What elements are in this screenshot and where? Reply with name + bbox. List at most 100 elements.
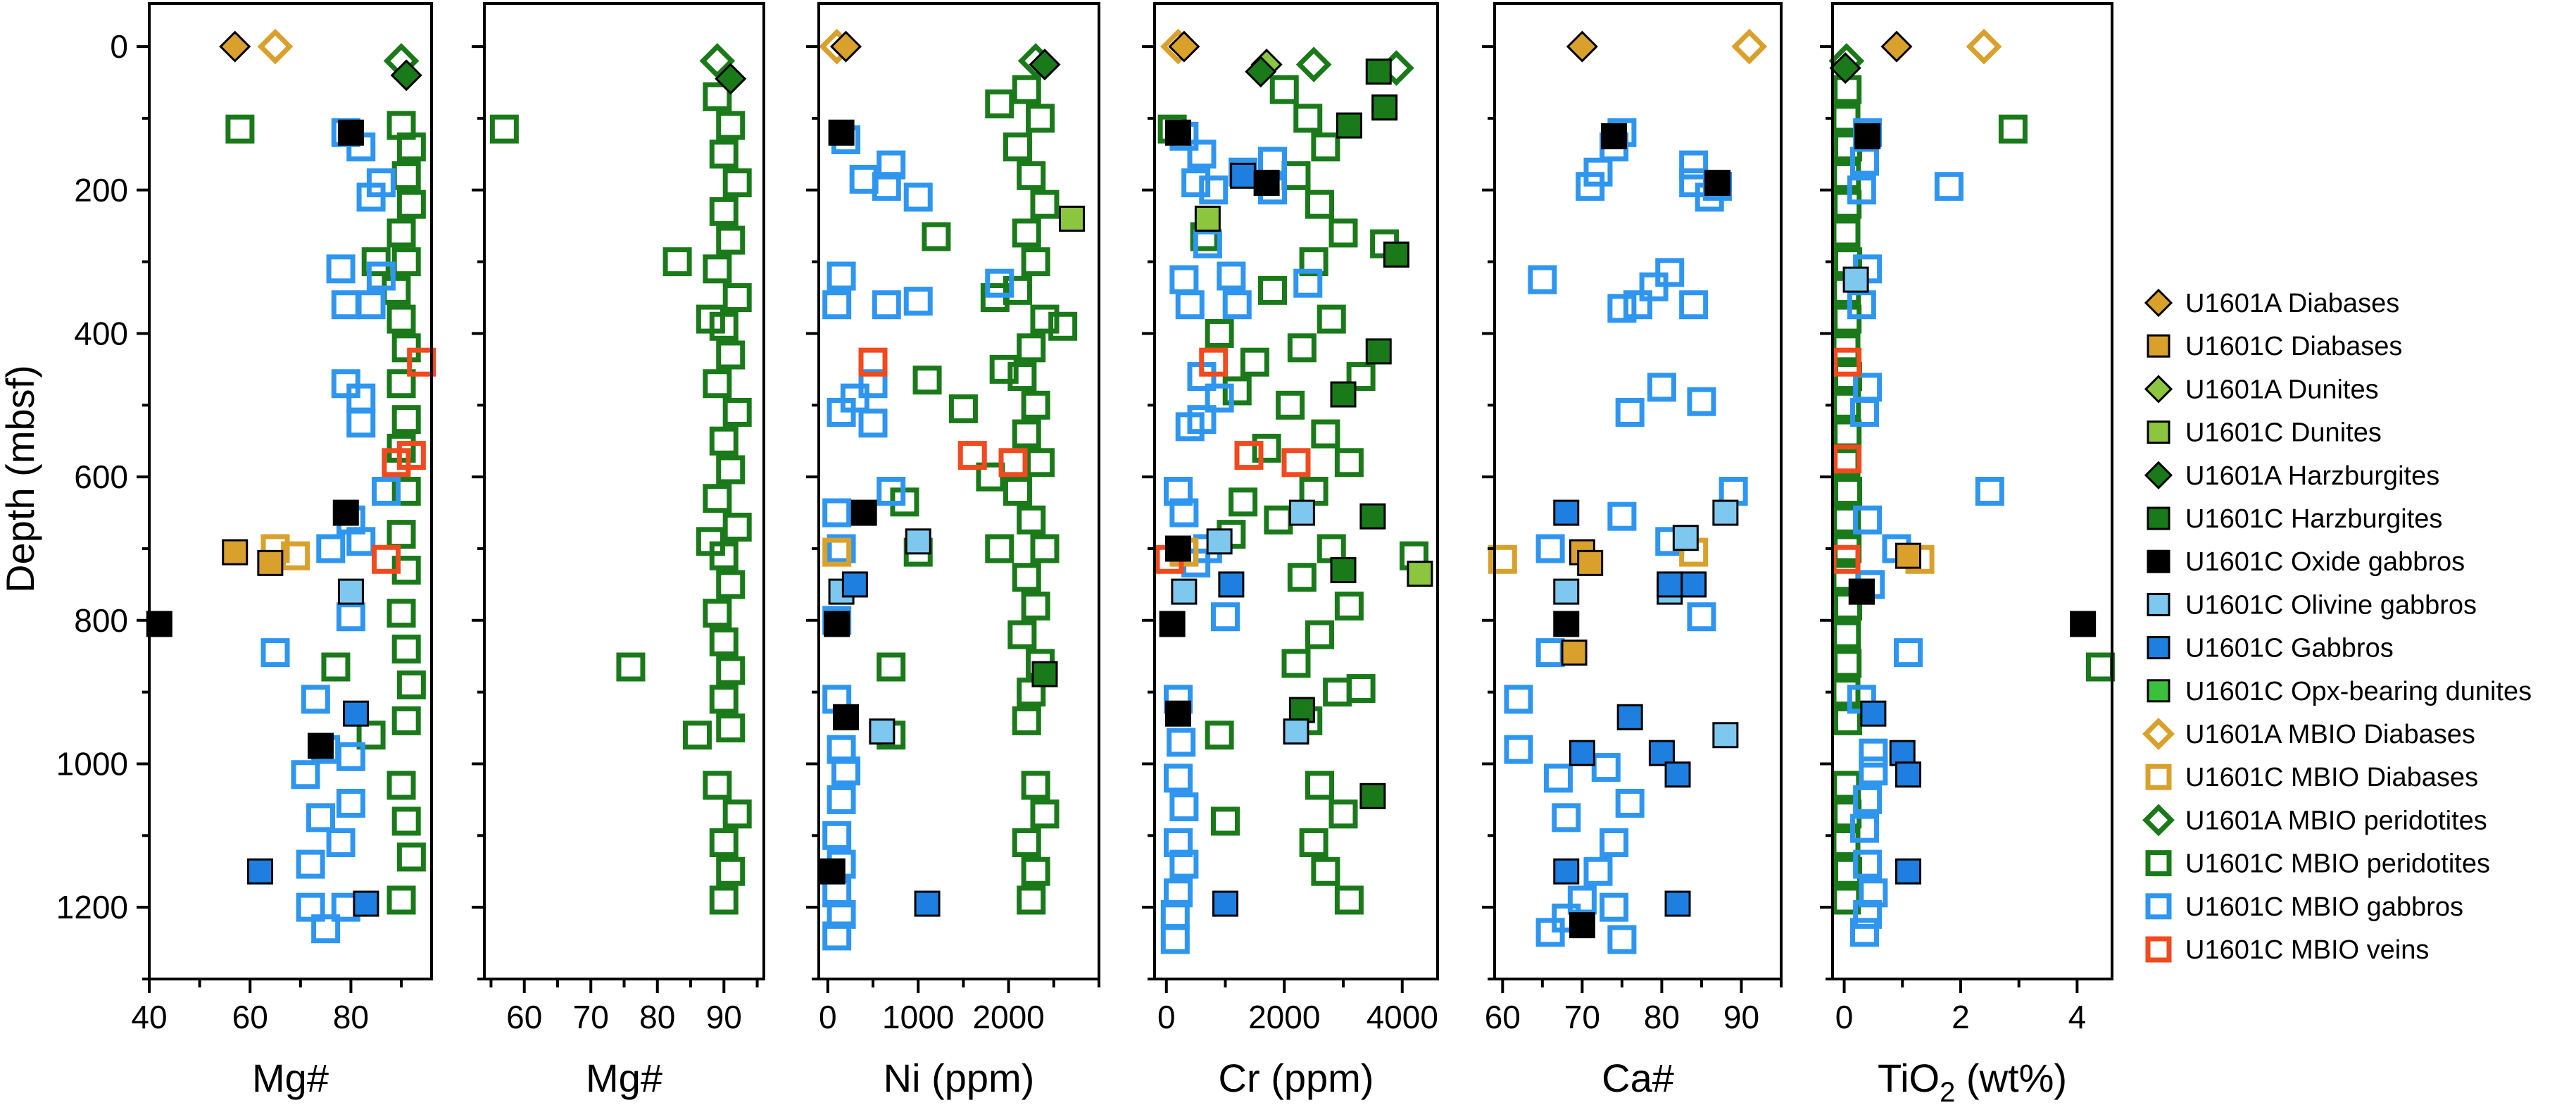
data-point <box>1012 563 1041 592</box>
data-point <box>831 756 861 786</box>
data-point <box>1012 75 1041 104</box>
data-point <box>1330 557 1357 584</box>
x-axis-label: Mg# <box>252 1056 329 1100</box>
legend: U1601A Diabases U1601C Diabases U1601A Dun… <box>2142 288 2532 965</box>
x-axis-label: Mg# <box>586 1056 662 1100</box>
data-point <box>1567 885 1597 915</box>
data-point <box>1535 534 1565 563</box>
data-point <box>703 254 732 284</box>
data-point <box>391 477 421 506</box>
data-point <box>1648 740 1675 766</box>
data-point <box>709 139 739 169</box>
data-point <box>985 89 1014 119</box>
legend-marker <box>2144 288 2173 318</box>
data-point <box>387 369 416 399</box>
data-point <box>306 803 335 832</box>
data-point <box>1212 890 1238 917</box>
data-point <box>957 441 987 470</box>
legend-label: U1601C Opx-bearing dunites <box>2185 677 2532 706</box>
data-point <box>1021 591 1050 621</box>
data-point <box>366 261 396 291</box>
data-point <box>1252 433 1281 463</box>
x-tick-label: 80 <box>1644 999 1680 1035</box>
x-tick-label: 60 <box>232 999 268 1035</box>
legend-item: U1601C MBIO gabbros <box>2145 892 2463 922</box>
data-point <box>1832 505 1861 535</box>
data-point <box>1853 899 1883 929</box>
data-point <box>260 638 290 668</box>
data-point <box>1600 828 1629 858</box>
data-point <box>311 914 341 944</box>
data-point <box>346 409 376 438</box>
data-point <box>1165 700 1191 727</box>
data-point <box>1833 649 1862 678</box>
data-point <box>1583 856 1613 886</box>
plot-frame <box>1493 2 1783 980</box>
data-point <box>1281 161 1311 190</box>
data-point <box>872 290 901 320</box>
data-point <box>1833 347 1862 377</box>
data-point <box>1269 75 1299 104</box>
data-point <box>1831 678 1861 707</box>
data-point <box>225 114 255 144</box>
data-point <box>1334 591 1364 621</box>
data-point <box>1687 387 1716 416</box>
data-point <box>1831 544 1861 574</box>
data-point <box>1199 175 1229 205</box>
data-point <box>1334 448 1364 478</box>
data-point <box>391 405 421 435</box>
data-point <box>1305 771 1334 800</box>
data-point <box>922 222 951 251</box>
legend-item: U1601A Diabases <box>2144 288 2399 318</box>
data-point <box>822 498 852 528</box>
x-tick-label: 70 <box>1564 999 1600 1035</box>
legend-item: U1601C Harzburgites <box>2147 504 2442 534</box>
data-point <box>703 771 732 800</box>
data-point <box>146 611 172 637</box>
data-point <box>1299 828 1328 858</box>
data-point <box>1258 146 1287 176</box>
data-point <box>869 718 896 745</box>
data-point <box>1833 444 1862 474</box>
data-point <box>1299 477 1328 506</box>
data-point <box>307 732 334 759</box>
data-point <box>716 455 746 485</box>
data-point <box>1317 534 1346 563</box>
data-point <box>1030 189 1060 219</box>
plot-frame <box>1153 2 1439 980</box>
y-tick-label: 400 <box>74 315 128 351</box>
data-point <box>247 858 274 885</box>
data-point <box>1021 390 1050 420</box>
data-point <box>1012 706 1041 735</box>
data-point <box>716 713 746 743</box>
data-point <box>1553 858 1580 885</box>
data-point <box>337 119 364 146</box>
legend-item: U1601A MBIO peridotites <box>2142 804 2487 837</box>
legend-item: U1601C Opx-bearing dunites <box>2147 677 2532 706</box>
data-point <box>1160 925 1190 954</box>
data-point <box>1365 58 1392 85</box>
data-point <box>716 570 746 599</box>
data-point <box>336 602 365 632</box>
data-point <box>1842 266 1869 293</box>
data-point <box>722 799 752 829</box>
x-tick-label: 1000 <box>882 999 954 1035</box>
data-point <box>1849 813 1879 843</box>
legend-label: U1601A Dunites <box>2185 375 2379 404</box>
data-point <box>914 890 941 917</box>
data-point <box>1323 678 1352 707</box>
plot-frame <box>817 2 1100 980</box>
x-tick-label: 60 <box>1485 999 1521 1035</box>
data-point <box>296 892 325 922</box>
data-point <box>1848 578 1875 605</box>
data-point <box>1535 638 1565 668</box>
data-point <box>353 890 379 917</box>
data-point <box>281 541 310 570</box>
data-point <box>1168 30 1200 63</box>
data-point <box>1679 290 1709 320</box>
data-point <box>1217 261 1246 291</box>
data-point <box>903 287 933 316</box>
data-point <box>822 921 852 951</box>
data-point <box>396 132 426 162</box>
legend-label: U1601A MBIO Diabases <box>2185 720 2475 749</box>
